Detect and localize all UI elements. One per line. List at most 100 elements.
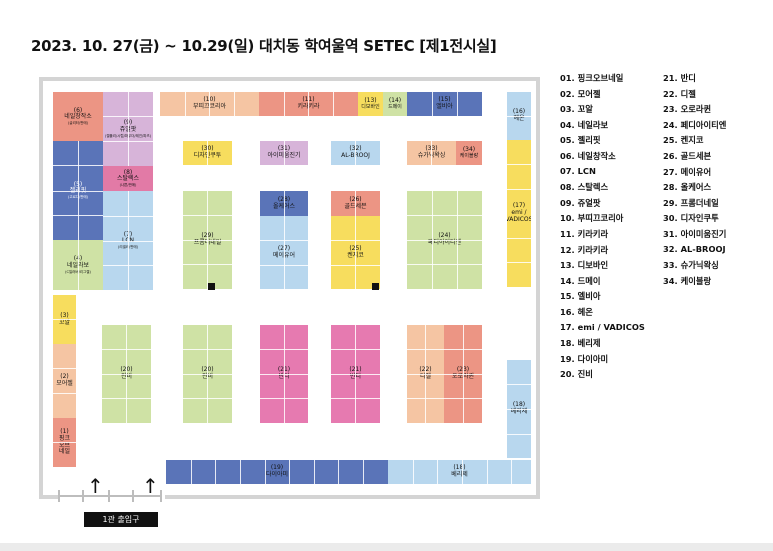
booth-7[interactable]: (7) LCN (리셀러/판매) xyxy=(103,191,153,290)
legend-item: 04. 네일라보 xyxy=(560,119,609,130)
booth-note: (글리터/판매) xyxy=(67,121,88,126)
booth-20-left[interactable]: (20) 진비 xyxy=(102,325,151,423)
booth-20-right[interactable]: (20) 진비 xyxy=(183,325,232,423)
legend-item: 27. 메이유어 xyxy=(663,166,712,177)
booth-number: (14) xyxy=(388,96,402,104)
legend-item: 09. 쥬얼팟 xyxy=(560,197,601,208)
legend-item: 01. 핑크오브네일 xyxy=(560,73,624,83)
booth-name: 헤온 xyxy=(513,115,525,122)
booth-number: (28) xyxy=(277,195,291,203)
booth-30[interactable]: (30) 디자인쿠투 xyxy=(183,141,232,165)
legend-item: 02. 모어젤 xyxy=(560,88,601,99)
booth-6[interactable]: (6) 네일창작소 (글리터/판매) xyxy=(53,92,103,141)
legend-item: 29. 프롬더네일 xyxy=(663,197,719,208)
booth-29[interactable]: (29) 프롬더네일 xyxy=(183,191,232,289)
legend-item: 12. 키라키라 xyxy=(560,244,609,255)
booth-21-left[interactable]: (21) 반디 xyxy=(260,325,308,423)
bottom-band xyxy=(0,543,773,551)
booth-5[interactable]: (5) 젤리핏 (고르디/판매) xyxy=(53,141,103,240)
entrance-label: 1관 출입구 xyxy=(84,512,158,527)
booth-15[interactable]: (15) 엘비아 xyxy=(407,92,482,116)
booth-8[interactable]: (8) 스탈렉스 (나쁜/판매) xyxy=(103,166,153,191)
booth-name: 꼬알 xyxy=(58,318,71,326)
pillar xyxy=(372,283,379,290)
legend-item: 03. 꼬알 xyxy=(560,104,593,115)
booth-27[interactable]: (27) 메이유어 xyxy=(260,216,308,289)
booth-16[interactable]: (16) 헤온 xyxy=(507,92,531,140)
booth-17[interactable]: (17) emi / VADICOS xyxy=(507,140,531,287)
booth-18-right[interactable]: (18) 베리제 xyxy=(507,360,531,458)
booth-number: (27) xyxy=(277,244,291,252)
booth-14[interactable]: (14) 드메이 xyxy=(383,92,407,116)
booth-3[interactable]: (3) 꼬알 xyxy=(53,295,76,344)
booth-name: 베리제 xyxy=(451,471,468,478)
legend-item: 20. 진비 xyxy=(560,369,593,380)
legend-item: 32. AL-BROOJ xyxy=(663,243,726,254)
hall-wall xyxy=(39,77,540,499)
booth-25[interactable]: (25) 켄지코 xyxy=(331,216,380,289)
booth-number: (31) xyxy=(277,145,291,153)
legend-item: 22. 디젤 xyxy=(663,88,696,99)
entrance-arrow-icon: ↑ xyxy=(142,474,159,498)
legend-item: 15. 엘비아 xyxy=(560,291,601,302)
legend-item: 28. 올케어스 xyxy=(663,182,712,193)
legend-item: 11. 키라키라 xyxy=(560,228,609,239)
pillar xyxy=(208,283,215,290)
entrance-gap xyxy=(60,487,165,507)
booth-4[interactable]: (4) 네일라보 (C일러버/리그젤) xyxy=(53,240,103,290)
booth-32[interactable]: (32) AL-BROOJ xyxy=(331,141,380,165)
booth-name: 네일창작소 xyxy=(64,113,92,121)
booth-26[interactable]: (26) 골드세븐 xyxy=(331,191,380,216)
entrance-arrow-icon: ↑ xyxy=(87,474,104,498)
legend-column-2: 21. 반디 22. 디젤 23. 오로라퀸 24. 페디아이티엔 25. 켄지… xyxy=(663,72,726,290)
booth-name: 반디 xyxy=(278,373,290,380)
booth-number: (19) xyxy=(270,464,284,472)
booth-number: (18) xyxy=(512,401,526,409)
booth-22[interactable]: (22) 디젤 xyxy=(407,325,444,423)
booth-note: (리셀러/판매) xyxy=(117,245,138,250)
booth-24[interactable]: (24) 페디아이티엔 xyxy=(407,191,482,289)
legend-item: 23. 오로라퀸 xyxy=(663,104,712,115)
booth-name: 엘비아 xyxy=(436,103,453,110)
booth-2[interactable]: (2) 모어젤 xyxy=(53,344,76,418)
booth-28[interactable]: (28) 올케어스 xyxy=(260,191,308,216)
legend-item: 25. 켄지코 xyxy=(663,135,704,146)
legend-item: 13. 디보바인 xyxy=(560,260,609,271)
booth-11[interactable]: (11) 키라키라 xyxy=(259,92,358,116)
legend-item: 24. 페디아이티엔 xyxy=(663,119,727,130)
booth-1[interactable]: (1) 핑크 오브 네일 xyxy=(53,418,76,467)
booth-23[interactable]: (23) 오로라퀸 xyxy=(444,325,482,423)
booth-note: (고르디/판매) xyxy=(67,195,88,200)
booth-13[interactable]: (13) 디보바인 xyxy=(358,92,383,116)
legend-item: 08. 스탈렉스 xyxy=(560,182,609,193)
legend-item: 18. 베리제 xyxy=(560,338,601,349)
booth-name: 핑크 오브 네일 xyxy=(58,434,71,456)
legend-item: 26. 골드세븐 xyxy=(663,150,712,161)
legend-item: 17. emi / VADICOS xyxy=(560,321,645,332)
legend-column-1: 01. 핑크오브네일 02. 모어젤 03. 꼬알 04. 네일라보 05. 젤… xyxy=(560,72,645,384)
booth-21-right[interactable]: (21) 반디 xyxy=(331,325,380,423)
booth-19[interactable]: (19) 다이아미 xyxy=(166,460,388,484)
booth-number: (15) xyxy=(438,96,451,104)
booth-number: (2) xyxy=(60,373,69,381)
booth-number: (18) xyxy=(453,464,466,472)
booth-18-bottom[interactable]: (18) 베리제 xyxy=(388,460,531,484)
booth-31[interactable]: (31) 아이미움진기 xyxy=(260,141,308,165)
booth-name: 디보바인 xyxy=(361,103,380,110)
booth-33[interactable]: (33) 슈가닉왁싱 xyxy=(407,141,456,165)
legend-item: 16. 헤온 xyxy=(560,306,593,317)
legend-item: 07. LCN xyxy=(560,165,596,176)
booth-number: (16) xyxy=(512,108,526,116)
legend-item: 10. 부띠끄코리아 xyxy=(560,213,624,224)
booth-name: emi / VADICOS xyxy=(507,209,531,223)
legend-item: 19. 다이아미 xyxy=(560,353,609,364)
legend-item: 05. 젤리핏 xyxy=(560,135,601,146)
booth-9[interactable]: (9) 쥬얼팟 (젤폴리/시럽/파우더/레진/파츠) xyxy=(103,92,153,166)
booth-number: (34) xyxy=(462,145,476,153)
booth-34[interactable]: (34) 케이블랑 xyxy=(456,141,482,165)
booth-number: (1) xyxy=(60,427,69,435)
booth-note: (나쁜/판매) xyxy=(119,183,137,188)
booth-10[interactable]: (10) 부띠끄코리아 xyxy=(160,92,259,116)
booth-name: 다이아미 xyxy=(265,471,289,478)
booth-name: 스탈렉스 xyxy=(116,175,140,183)
